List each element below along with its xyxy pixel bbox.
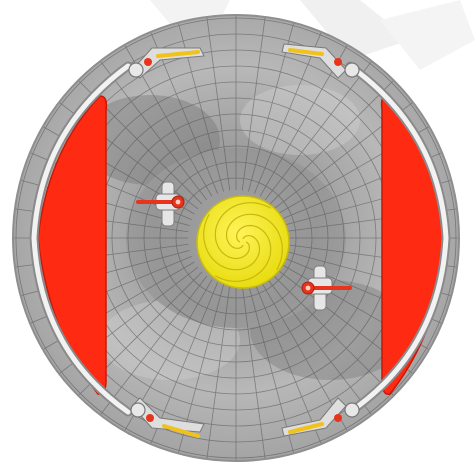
- grid-spoke: [206, 285, 231, 459]
- bracket-bottom-left: [130, 397, 205, 438]
- grid-spoke: [253, 32, 322, 194]
- spiral-arm: [214, 224, 272, 282]
- spiral-lines: [203, 202, 283, 282]
- grid-spoke: [241, 17, 266, 191]
- left-guard-rail-highlight: [31, 63, 131, 415]
- spiral-disc[interactable]: [196, 195, 290, 289]
- grid-spoke: [241, 285, 266, 459]
- grid-spoke: [206, 17, 231, 191]
- lever-lower-right[interactable]: [301, 265, 352, 311]
- bracket-bottom-right: [281, 397, 360, 437]
- bracket-top-right: [281, 43, 360, 79]
- grid-spoke: [248, 284, 294, 453]
- grid-spoke: [269, 271, 394, 396]
- bracket-top-left: [128, 47, 205, 79]
- spiral-arm: [225, 213, 283, 271]
- grid-spoke: [150, 282, 219, 444]
- grid-spoke: [264, 275, 372, 415]
- grid-spoke: [100, 61, 208, 201]
- grid-spoke: [269, 80, 394, 205]
- spiral-arm: [203, 213, 261, 271]
- spiral-arm: [214, 202, 272, 260]
- grid-spoke: [100, 275, 208, 415]
- right-guard-rail-highlight: [347, 63, 449, 415]
- grid-spoke: [253, 282, 322, 444]
- grid-spoke: [264, 61, 372, 201]
- lever-upper-left[interactable]: [136, 181, 185, 227]
